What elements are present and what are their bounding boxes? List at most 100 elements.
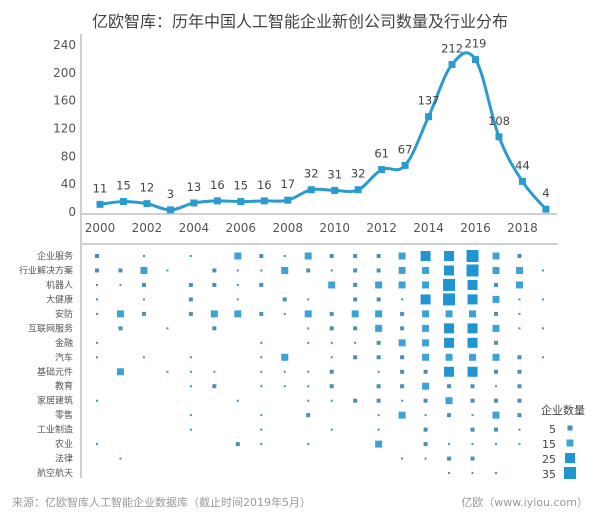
matrix-cell xyxy=(445,397,453,405)
matrix-cell xyxy=(466,250,479,262)
matrix-cell xyxy=(420,294,431,305)
matrix-cell xyxy=(377,428,380,431)
data-label: 61 xyxy=(374,147,389,161)
matrix-cell xyxy=(307,327,310,330)
matrix-cell xyxy=(329,254,334,258)
matrix-cell xyxy=(119,457,122,460)
matrix-cell xyxy=(375,281,383,289)
matrix-cell xyxy=(189,428,192,431)
data-point xyxy=(354,186,362,194)
matrix-cell xyxy=(398,266,406,274)
matrix-cell xyxy=(517,355,522,360)
legend-swatch xyxy=(564,467,576,479)
row-label: 金融 xyxy=(55,337,73,349)
data-label: 67 xyxy=(398,142,413,156)
matrix-cell xyxy=(517,384,522,389)
matrix-cell xyxy=(329,369,334,374)
data-point xyxy=(518,177,526,185)
matrix-cell xyxy=(494,385,497,388)
data-point xyxy=(119,198,127,206)
matrix-cell xyxy=(212,326,217,331)
legend-label: 5 xyxy=(549,423,556,436)
matrix-cell xyxy=(142,356,145,359)
x-tick-label: 2000 xyxy=(85,221,116,235)
matrix-cell xyxy=(259,282,264,287)
data-point xyxy=(284,196,292,204)
matrix-cell xyxy=(470,456,475,461)
matrix-cell xyxy=(471,414,474,417)
matrix-cell xyxy=(188,282,193,287)
matrix-cell xyxy=(447,384,452,389)
matrix-cell xyxy=(448,472,451,475)
matrix-cell xyxy=(398,411,406,419)
matrix-cell xyxy=(212,282,217,287)
matrix-cell xyxy=(259,311,264,316)
matrix-cell xyxy=(492,252,500,260)
matrix-cell xyxy=(95,254,99,258)
matrix-cell xyxy=(328,281,336,289)
matrix-cell xyxy=(422,281,430,289)
matrix-cell xyxy=(307,370,310,373)
matrix-cell xyxy=(96,443,98,446)
data-point xyxy=(495,133,503,141)
matrix-cell xyxy=(353,268,358,273)
matrix-cell xyxy=(470,398,475,403)
matrix-cell xyxy=(376,384,381,389)
brand-note: 亿欧（www.iyiou.com） xyxy=(461,496,588,509)
matrix-cell xyxy=(518,312,521,315)
row-label: 大健康 xyxy=(46,293,73,305)
matrix-cell xyxy=(116,310,124,318)
data-point xyxy=(190,199,198,207)
matrix-cell xyxy=(443,293,456,306)
data-point xyxy=(237,198,245,206)
matrix-cell xyxy=(212,268,217,273)
matrix-cell xyxy=(466,264,479,277)
data-label: 32 xyxy=(304,167,319,181)
legend-swatch xyxy=(565,453,575,463)
matrix-cell xyxy=(353,398,358,403)
x-tick-label: 2008 xyxy=(272,221,303,235)
matrix-cell xyxy=(283,255,286,257)
matrix-cell xyxy=(307,298,310,301)
matrix-cell xyxy=(517,254,522,258)
legend-swatch xyxy=(566,439,574,447)
data-label: 4 xyxy=(542,186,549,200)
matrix-cell xyxy=(188,297,193,302)
matrix-cell xyxy=(467,294,478,305)
matrix-cell xyxy=(376,268,381,273)
legend-swatch xyxy=(567,425,573,431)
matrix-cell xyxy=(118,268,123,273)
matrix-cell xyxy=(116,368,124,376)
matrix-cell xyxy=(260,385,263,388)
data-point xyxy=(401,161,409,169)
y-tick-label: 200 xyxy=(53,66,76,80)
data-label: 16 xyxy=(210,178,225,192)
matrix-cell xyxy=(96,312,98,315)
matrix-cell xyxy=(423,442,428,447)
data-label: 13 xyxy=(187,180,202,194)
row-label: 安防 xyxy=(55,308,73,320)
matrix-cell xyxy=(541,356,544,359)
matrix-cell xyxy=(447,456,452,461)
matrix-cell xyxy=(236,269,239,272)
matrix-cell xyxy=(141,282,146,287)
matrix-cell xyxy=(353,282,358,287)
matrix-cell xyxy=(260,443,263,446)
matrix-cell xyxy=(260,428,263,431)
matrix-cell xyxy=(422,266,430,274)
matrix-cell xyxy=(96,356,98,359)
matrix-cell xyxy=(140,266,148,274)
matrix-cell xyxy=(376,340,381,345)
matrix-cell xyxy=(235,442,240,447)
matrix-cell xyxy=(398,281,406,289)
matrix-cell xyxy=(447,413,452,418)
matrix-cell xyxy=(189,414,192,417)
matrix-cell xyxy=(260,269,263,272)
matrix-cell xyxy=(492,324,500,332)
data-label: 15 xyxy=(233,179,248,193)
matrix-cell xyxy=(518,327,521,330)
matrix-cell xyxy=(236,298,239,301)
matrix-cell xyxy=(517,413,522,418)
matrix-cell xyxy=(469,310,477,318)
y-tick-label: 0 xyxy=(68,205,76,219)
